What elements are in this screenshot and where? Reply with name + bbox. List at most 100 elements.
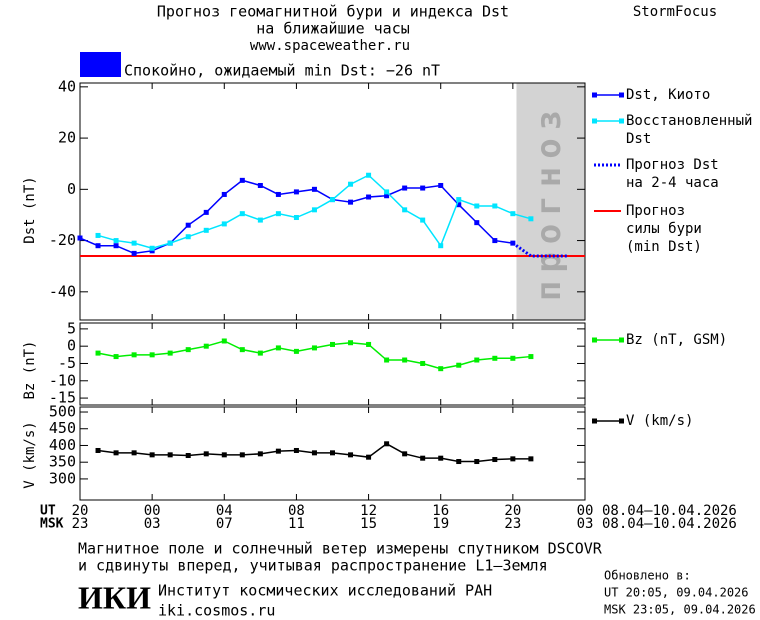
point (456, 197, 462, 203)
point (402, 207, 408, 213)
point (167, 240, 173, 246)
x-tick-label: 04 (216, 503, 233, 519)
legend-marker (619, 337, 624, 343)
point (275, 211, 281, 217)
y-tick-label: -20 (49, 231, 76, 249)
y-tick-label: 5 (67, 319, 76, 337)
y-tick-label: 500 (49, 403, 76, 421)
point (366, 172, 372, 178)
legend-label: Прогноз Dst (626, 157, 719, 173)
series-line (511, 241, 567, 258)
brand: StormFocus (633, 4, 717, 20)
point (366, 194, 372, 200)
date-range: 08.04–10.04.2026 (602, 516, 737, 532)
plot-frame (79, 322, 586, 406)
point (420, 360, 426, 366)
forecast-label: прогноз (529, 102, 569, 301)
legend-label: Dst, Киото (626, 87, 710, 103)
x-tick-label: 15 (360, 516, 377, 532)
point (293, 348, 299, 354)
legend-marker (619, 418, 624, 424)
logo: ИКИ (78, 579, 151, 615)
title: Прогноз геомагнитной бури и индекса Dst (157, 3, 509, 21)
y-tick-label: -5 (58, 354, 76, 372)
point (257, 217, 263, 223)
point (510, 456, 516, 462)
point (456, 362, 462, 368)
y-tick-label: 0 (67, 180, 76, 198)
x-tick-label: 00 (577, 503, 594, 519)
point (257, 182, 263, 188)
point (510, 355, 516, 361)
point (113, 354, 119, 360)
x-tick-label: 00 (144, 503, 161, 519)
y-tick-label: 40 (58, 77, 76, 95)
point (384, 189, 390, 195)
point (239, 452, 245, 458)
point (438, 455, 444, 461)
point (293, 215, 299, 221)
x-tick-label: 03 (577, 516, 594, 532)
point (420, 217, 426, 223)
point (149, 452, 155, 458)
point (167, 350, 173, 356)
point (311, 450, 317, 456)
point (311, 207, 317, 213)
point (384, 357, 390, 363)
point (528, 216, 534, 222)
x-tick-label: 11 (288, 516, 305, 532)
point (348, 181, 354, 187)
point (275, 448, 281, 454)
legend-label: (min Dst) (626, 239, 702, 255)
point (149, 352, 155, 358)
x-tick-label: 20 (504, 503, 521, 519)
legend-label: на 2-4 часа (626, 175, 719, 191)
status-box (80, 52, 121, 77)
point (131, 250, 137, 256)
point (203, 451, 209, 457)
point (185, 453, 191, 459)
point (293, 189, 299, 195)
point (384, 193, 390, 199)
updated: MSK 23:05, 09.04.2026 (604, 603, 756, 617)
point (221, 221, 227, 227)
legend-label: Восстановленный (626, 113, 752, 129)
point (438, 182, 444, 188)
legend-marker (592, 418, 597, 424)
point (239, 177, 245, 183)
x-tick-label: 19 (432, 516, 449, 532)
point (474, 459, 480, 465)
x-tick-label: 12 (360, 503, 377, 519)
x-tick-label: 23 (504, 516, 521, 532)
point (474, 220, 480, 226)
updated: UT 20:05, 09.04.2026 (604, 586, 749, 600)
series-line (97, 340, 531, 370)
point (149, 248, 155, 254)
point (293, 447, 299, 453)
point (474, 357, 480, 363)
legend-label: V (km/s) (626, 413, 693, 429)
point (185, 222, 191, 228)
legend-marker (619, 92, 624, 98)
legend-label: Прогноз (626, 203, 685, 219)
point (492, 238, 498, 244)
plot-frame (79, 82, 586, 321)
point (131, 450, 137, 456)
point (348, 452, 354, 458)
point (456, 202, 462, 208)
point (492, 355, 498, 361)
point (348, 340, 354, 346)
y-axis-label: Bz (nT) (22, 340, 38, 399)
y-tick-label: 350 (49, 453, 76, 471)
point (95, 447, 101, 453)
point (492, 457, 498, 463)
point (257, 451, 263, 457)
legend-marker (592, 118, 597, 124)
legend-marker (619, 118, 624, 124)
point (239, 347, 245, 353)
point (95, 232, 101, 238)
point (366, 341, 372, 347)
legend-marker (592, 92, 597, 98)
point (402, 451, 408, 457)
